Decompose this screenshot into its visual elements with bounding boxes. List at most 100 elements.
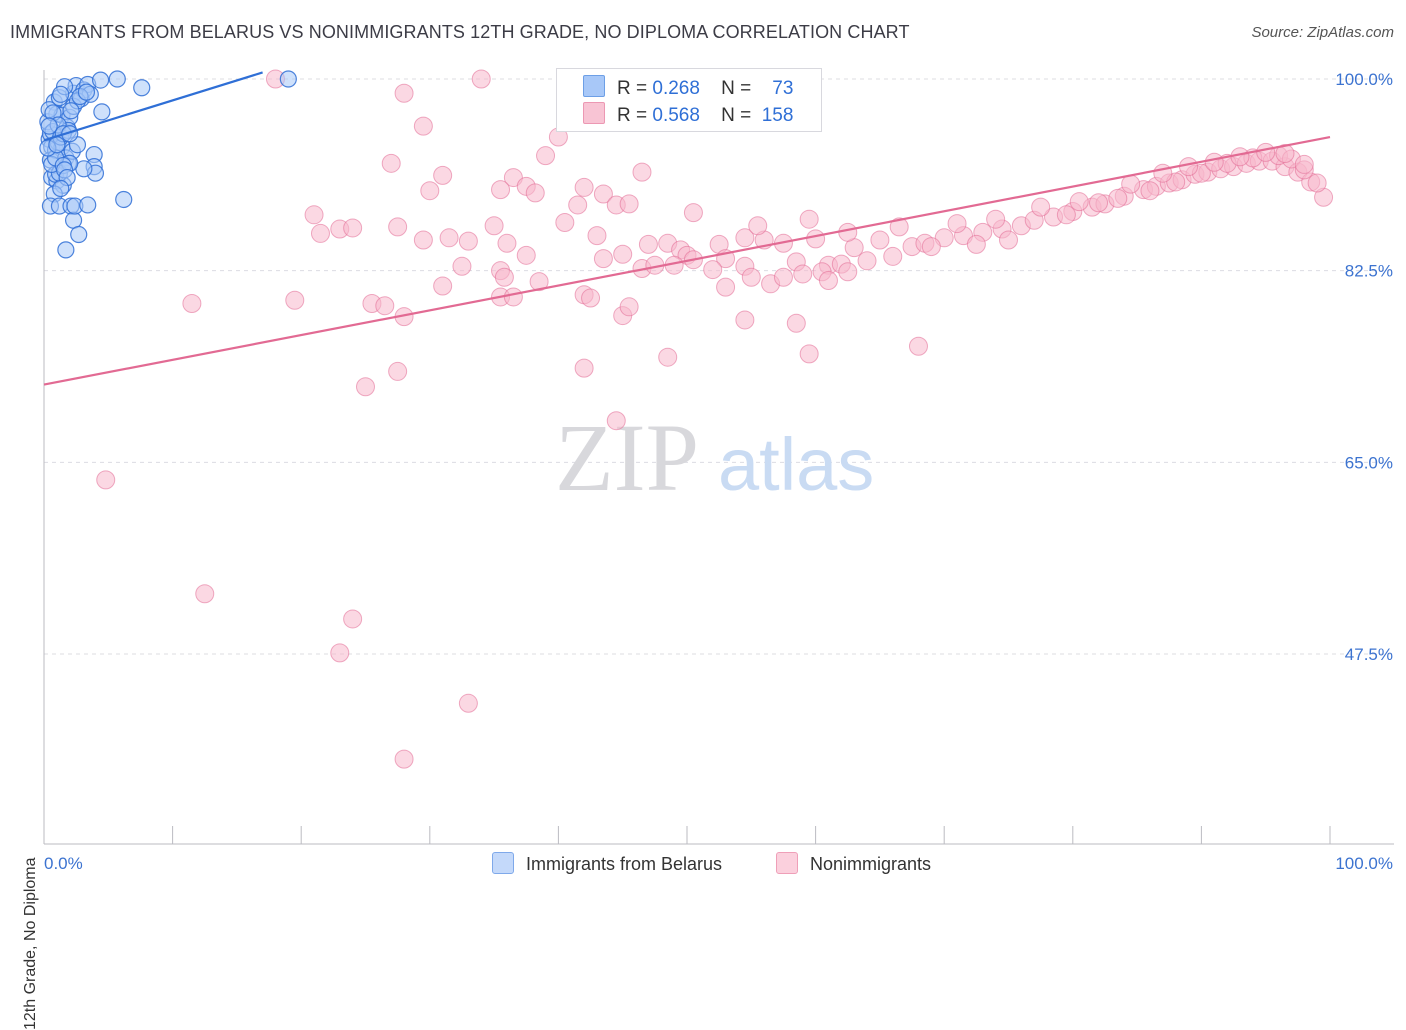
data-point-nonimmigrants [413,116,433,136]
data-point-nonimmigrants [1275,143,1295,163]
data-point-belarus [52,179,70,198]
data-point-nonimmigrants [1121,174,1141,194]
y-tick-label: 47.5% [1345,645,1393,664]
data-point-nonimmigrants [491,180,511,200]
data-point-belarus [52,85,70,103]
legend-swatch-pink [776,852,798,874]
data-point-nonimmigrants [593,184,613,204]
data-point-nonimmigrants [343,218,363,238]
axes [43,70,1394,845]
source-label: Source: ZipAtlas.com [1251,24,1394,41]
data-point-nonimmigrants [947,214,967,234]
data-point-nonimmigrants [703,260,723,280]
data-point-nonimmigrants [433,165,453,185]
data-point-nonimmigrants [536,146,556,166]
data-point-nonimmigrants [1179,157,1199,177]
legend-item-nonimmigrants: Nonimmigrants [776,852,931,875]
data-point-nonimmigrants [908,336,928,356]
data-point-nonimmigrants [632,162,652,182]
data-point-nonimmigrants [525,183,545,203]
data-point-belarus [115,190,133,209]
legend-n-label: N = [721,105,752,126]
data-point-nonimmigrants [420,181,440,201]
data-point-belarus [57,241,75,259]
data-point-nonimmigrants [516,245,536,265]
legend-r-value: 0.568 [652,105,700,126]
data-point-nonimmigrants [574,177,594,197]
data-points [39,69,1334,769]
data-point-nonimmigrants [381,153,401,173]
data-point-belarus [77,83,96,101]
legend-item-belarus: Immigrants from Belarus [492,852,722,875]
data-point-nonimmigrants [413,230,433,250]
data-point-belarus [93,103,111,121]
data-point-nonimmigrants [966,234,986,254]
data-point-nonimmigrants [433,276,453,296]
x-tick-label: 0.0% [44,854,83,873]
data-point-nonimmigrants [773,267,793,287]
data-point-nonimmigrants [452,256,472,276]
data-point-nonimmigrants [838,262,858,282]
y-tick-label: 82.5% [1345,262,1393,281]
data-point-nonimmigrants [735,310,755,330]
data-point-nonimmigrants [735,228,755,248]
data-point-nonimmigrants [96,470,116,490]
data-point-nonimmigrants [799,344,819,364]
scatter-plot: ZIP atlas 100.0%82.5%65.0%47.5%0.0% 100.0… [39,69,1394,873]
data-point-nonimmigrants [716,277,736,297]
data-point-belarus [108,70,126,88]
data-point-nonimmigrants [375,296,395,316]
data-point-nonimmigrants [1204,152,1224,172]
legend-n-value: 73 [772,78,794,99]
legend-label-nonimmigrants: Nonimmigrants [810,854,932,874]
data-point-nonimmigrants [683,203,703,223]
data-point-nonimmigrants [587,226,607,246]
data-point-nonimmigrants [388,361,408,381]
data-point-nonimmigrants [388,217,408,237]
data-point-nonimmigrants [741,267,761,287]
watermark-zip: ZIP [555,404,699,511]
legend-swatch-pink [583,102,605,124]
data-point-nonimmigrants [529,272,549,292]
data-point-nonimmigrants [195,584,215,604]
data-point-nonimmigrants [613,244,633,264]
data-point-nonimmigrants [638,234,658,254]
data-point-nonimmigrants [1307,173,1327,193]
data-point-nonimmigrants [458,693,478,713]
data-point-nonimmigrants [484,216,504,236]
data-point-nonimmigrants [818,271,838,291]
data-point-nonimmigrants [285,290,305,310]
data-point-nonimmigrants [471,69,491,89]
y-tick-label: 100.0% [1335,70,1393,89]
data-point-belarus [133,79,151,97]
data-point-nonimmigrants [574,358,594,378]
data-point-nonimmigrants [555,212,575,232]
tick-labels: 100.0% 82.5% 65.0% 47.5% 0.0% 100.0% [44,70,1393,873]
data-point-nonimmigrants [1140,181,1160,201]
watermark: ZIP atlas [555,404,874,511]
data-point-nonimmigrants [1056,205,1076,225]
data-point-nonimmigrants [606,411,626,431]
data-point-nonimmigrants [439,228,459,248]
data-point-nonimmigrants [1089,193,1109,213]
data-point-nonimmigrants [748,216,768,236]
data-point-nonimmigrants [786,313,806,333]
data-point-nonimmigrants [619,194,639,214]
data-point-belarus [91,71,110,89]
data-point-nonimmigrants [793,264,813,284]
data-point-nonimmigrants [619,297,639,317]
trend-lines [43,71,1331,386]
data-point-nonimmigrants [870,230,890,250]
legend-swatch-blue [583,75,605,97]
data-point-nonimmigrants [330,643,350,663]
data-point-nonimmigrants [857,251,877,271]
data-point-belarus [79,196,97,214]
data-point-nonimmigrants [394,83,414,103]
trend-line-nonimmigrants [43,135,1331,386]
data-point-nonimmigrants [497,233,517,253]
data-point-belarus [62,102,80,120]
y-tick-label: 65.0% [1345,453,1393,472]
data-point-nonimmigrants [1294,154,1314,174]
data-point-belarus [279,70,297,88]
data-point-nonimmigrants [356,377,375,397]
